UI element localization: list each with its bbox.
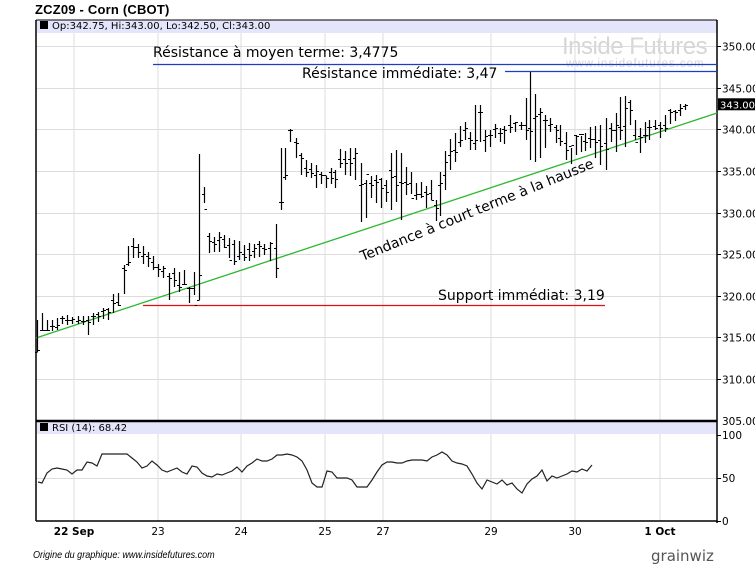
svg-text:320.00: 320.00 [722, 292, 755, 304]
svg-text:22 Sep: 22 Sep [54, 526, 95, 538]
svg-text:1 Oct: 1 Oct [644, 526, 675, 538]
resistance-medium-label: Résistance à moyen terme: 3,4775 [153, 45, 399, 61]
svg-text:325.00: 325.00 [722, 250, 755, 262]
svg-text:50: 50 [722, 473, 735, 485]
legend-square-icon [40, 21, 48, 29]
svg-text:27: 27 [376, 526, 389, 538]
chart-title: ZCZ09 - Corn (CBOT) [35, 2, 170, 17]
resistance-immediate-label: Résistance immédiate: 3,47 [302, 66, 498, 82]
svg-text:305.00: 305.00 [722, 416, 755, 428]
svg-text:100: 100 [722, 430, 742, 442]
rsi-value: RSI (14): 68.42 [52, 423, 128, 434]
svg-text:24: 24 [234, 526, 248, 538]
svg-text:345.00: 345.00 [722, 84, 755, 96]
svg-text:350.00: 350.00 [722, 42, 755, 54]
svg-text:0: 0 [722, 516, 729, 528]
svg-text:330.00: 330.00 [722, 209, 755, 221]
ohlc-values: Op:342.75, Hi:343.00, Lo:342.50, Cl:343.… [52, 21, 271, 32]
svg-text:315.00: 315.00 [722, 333, 755, 345]
rsi-legend: RSI (14): 68.42 [40, 422, 127, 435]
ohlc-header-band [37, 20, 717, 33]
svg-text:335.00: 335.00 [722, 167, 755, 179]
legend-square-icon [40, 423, 48, 431]
svg-text:25: 25 [318, 526, 331, 538]
svg-text:30: 30 [568, 526, 581, 538]
svg-text:343.00: 343.00 [720, 100, 755, 111]
support-immediate-label: Support immédiat: 3,19 [438, 288, 605, 304]
source-credit: Origine du graphique: www.insidefutures.… [33, 549, 215, 561]
logo-text: grainwiz [651, 547, 714, 565]
ohlc-legend: Op:342.75, Hi:343.00, Lo:342.50, Cl:343.… [40, 20, 270, 33]
svg-text:23: 23 [151, 526, 164, 538]
svg-text:310.00: 310.00 [722, 375, 755, 387]
svg-text:29: 29 [484, 526, 497, 538]
svg-text:340.00: 340.00 [722, 125, 755, 137]
grainwiz-logo: grainwiz [651, 547, 714, 565]
